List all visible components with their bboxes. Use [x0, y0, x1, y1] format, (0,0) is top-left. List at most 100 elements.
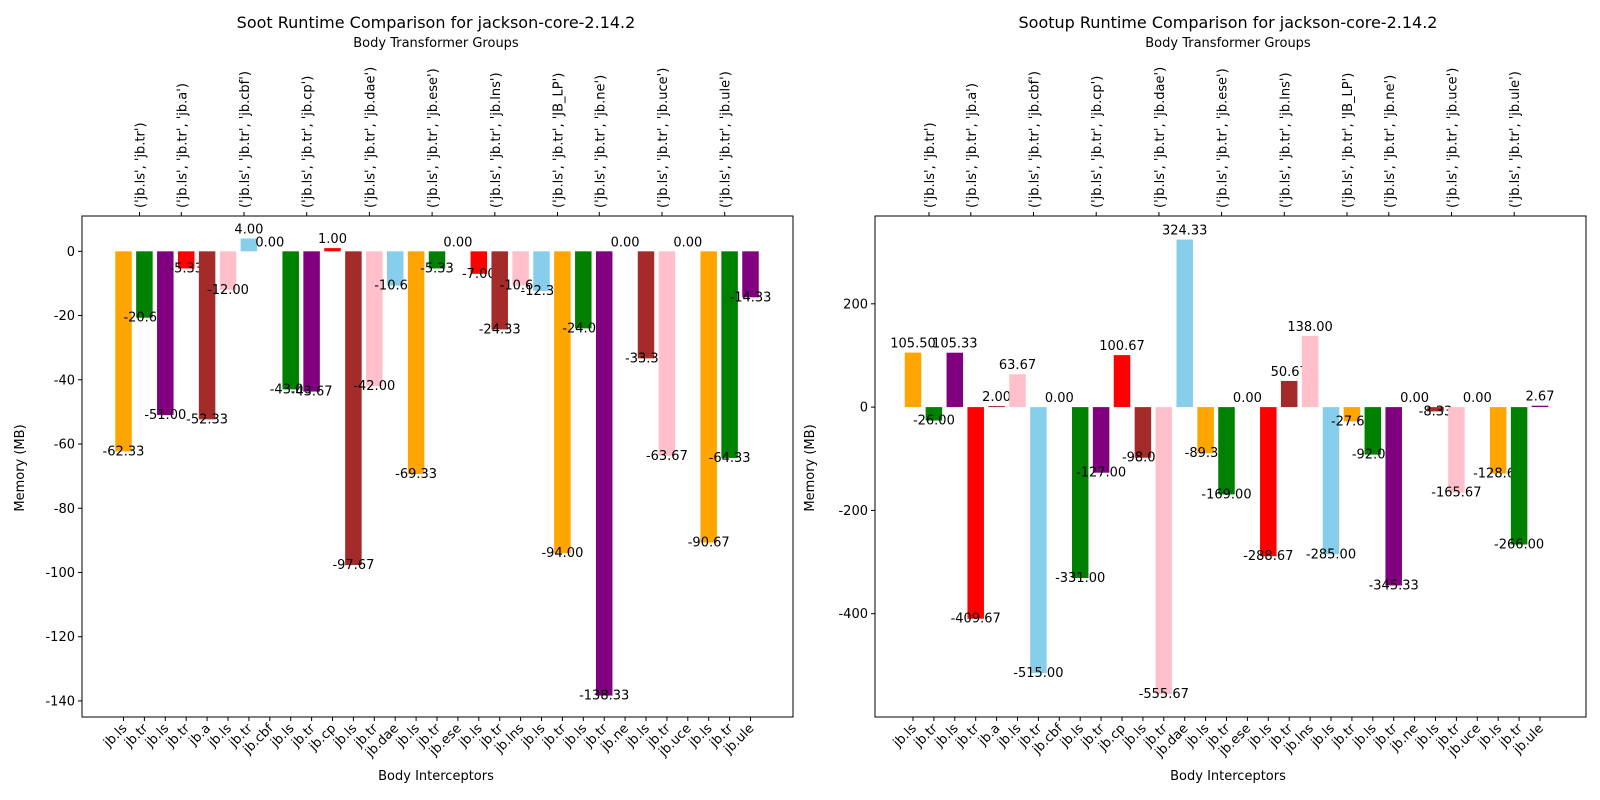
bar: [1322, 407, 1340, 555]
bar-value-label: -24.00: [562, 321, 604, 336]
bar-value-label: 324.33: [1162, 224, 1208, 239]
bar-value-label: -33.33: [625, 351, 667, 366]
group-label: ('jb.ls', 'jb.tr', 'jb.ese'): [426, 68, 441, 208]
bar-value-label: 0.00: [611, 235, 640, 250]
bar: [1301, 335, 1319, 408]
bar-value-label: 2.00: [982, 390, 1011, 405]
bar: [595, 251, 613, 696]
bar-value-label: 0.00: [1463, 391, 1492, 406]
bar: [988, 406, 1005, 408]
x-axis-label: Body Interceptors: [1170, 769, 1286, 784]
y-tick-label: -140: [45, 694, 75, 709]
bar-value-label: 0.00: [255, 235, 284, 250]
chart-title: Soot Runtime Comparison for jackson-core…: [237, 13, 636, 32]
y-tick-label: -100: [45, 566, 75, 581]
bar: [967, 407, 984, 619]
bar-value-label: -43.67: [291, 385, 333, 400]
bar: [1260, 407, 1277, 557]
group-label: ('jb.ls', 'jb.tr', 'jb.dae'): [363, 67, 378, 208]
group-label: ('jb.ls', 'jb.tr', 'JB_LP'): [1341, 73, 1356, 208]
bar-value-label: 2.67: [1526, 390, 1555, 405]
bar-value-label: -24.33: [479, 322, 521, 337]
bar-value-label: 138.00: [1287, 320, 1333, 335]
x-axis-label: Body Interceptors: [378, 769, 494, 784]
bar: [115, 251, 132, 452]
bar-value-label: -20.67: [123, 311, 165, 326]
bar: [742, 251, 759, 298]
group-label: ('jb.ls', 'jb.tr', 'jb.ule'): [719, 71, 734, 208]
bar-value-label: -97.67: [332, 558, 374, 573]
bar-value-label: 4.00: [234, 222, 263, 237]
bar-value-label: -266.00: [1494, 537, 1544, 552]
top-axis-label: Body Transformer Groups: [353, 36, 519, 51]
group-label: ('jb.ls', 'jb.tr', 'JB_LP'): [552, 73, 567, 208]
group-label: ('jb.ls', 'jb.tr', 'jb.ule'): [1508, 71, 1523, 208]
bar-value-label: -345.33: [1369, 578, 1419, 593]
bar: [1385, 407, 1402, 586]
bar-value-label: -5.33: [169, 261, 203, 276]
bar-value-label: -8.33: [1419, 404, 1453, 419]
bar-value-label: -288.67: [1243, 549, 1293, 564]
bar: [904, 352, 922, 408]
y-axis-label: Memory (MB): [13, 424, 28, 511]
bar: [386, 251, 404, 286]
group-label: ('jb.ls', 'jb.tr', 'jb.cbf'): [1028, 71, 1043, 208]
bar: [1343, 407, 1361, 422]
bar: [366, 251, 383, 387]
bar: [1030, 407, 1047, 674]
bar: [721, 251, 738, 458]
bar: [1176, 239, 1193, 408]
bar-value-label: -138.33: [579, 689, 629, 704]
bar-value-label: 0.00: [1400, 391, 1429, 406]
bar-value-label: 0.00: [673, 235, 702, 250]
bar-value-label: -331.00: [1055, 571, 1105, 586]
group-label: ('jb.ls', 'jb.tr'): [923, 122, 938, 208]
bar: [1197, 407, 1214, 454]
y-tick-label: -200: [838, 504, 868, 519]
bar: [1531, 405, 1549, 408]
top-axis-label: Body Transformer Groups: [1145, 36, 1311, 51]
chart-title: Sootup Runtime Comparison for jackson-co…: [1019, 13, 1438, 32]
bar: [219, 251, 237, 290]
bar: [157, 251, 174, 416]
bar-value-label: -43.00: [270, 382, 312, 397]
bar-value-label: -89.33: [1185, 446, 1227, 461]
group-label: ('jb.ls', 'jb.tr', 'jb.ne'): [593, 75, 608, 208]
y-tick-label: -60: [54, 438, 75, 453]
bar: [512, 251, 529, 286]
bar-value-label: -94.00: [541, 546, 583, 561]
bar-value-label: -26.00: [913, 414, 955, 429]
bar-value-label: -165.67: [1431, 486, 1481, 501]
bar-value-label: -27.67: [1331, 414, 1373, 429]
bar: [1427, 407, 1444, 412]
bar: [491, 251, 508, 330]
bar-value-label: -51.00: [144, 408, 186, 423]
bar: [282, 251, 299, 390]
bar: [198, 251, 216, 420]
bar-value-label: -127.00: [1076, 466, 1126, 481]
y-tick-label: -400: [838, 607, 868, 622]
bar: [637, 251, 655, 359]
bar: [700, 251, 717, 543]
bar-value-label: -98.00: [1122, 451, 1164, 466]
bar: [1218, 407, 1235, 495]
bar-value-label: 1.00: [318, 232, 347, 247]
group-label: ('jb.ls', 'jb.tr'): [134, 122, 149, 208]
bar-value-label: -409.67: [951, 612, 1001, 627]
bar-value-label: 63.67: [999, 358, 1036, 373]
bar: [1489, 407, 1507, 474]
y-tick-label: -40: [54, 373, 75, 388]
bar: [1155, 407, 1173, 695]
bar: [136, 251, 153, 318]
bar-value-label: -64.33: [709, 451, 751, 466]
bar: [1364, 407, 1382, 455]
bar: [946, 352, 964, 408]
bar: [1510, 407, 1528, 545]
y-tick-label: 200: [843, 297, 868, 312]
y-tick-label: -120: [45, 630, 75, 645]
bar: [1071, 407, 1089, 579]
bar: [1448, 407, 1465, 493]
bar-value-label: -128.67: [1473, 467, 1523, 482]
bar-value-label: -52.33: [186, 412, 228, 427]
bar-value-label: 0.00: [1045, 391, 1074, 406]
